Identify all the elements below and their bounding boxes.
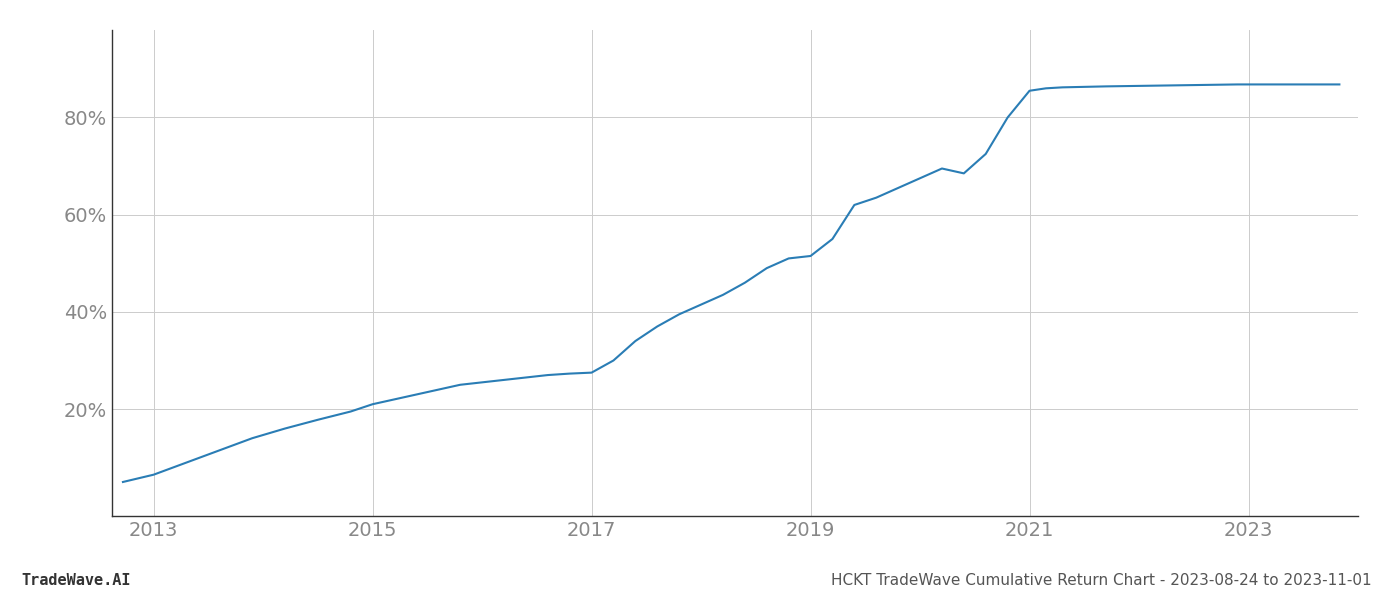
Text: TradeWave.AI: TradeWave.AI: [21, 573, 130, 588]
Text: HCKT TradeWave Cumulative Return Chart - 2023-08-24 to 2023-11-01: HCKT TradeWave Cumulative Return Chart -…: [832, 573, 1372, 588]
